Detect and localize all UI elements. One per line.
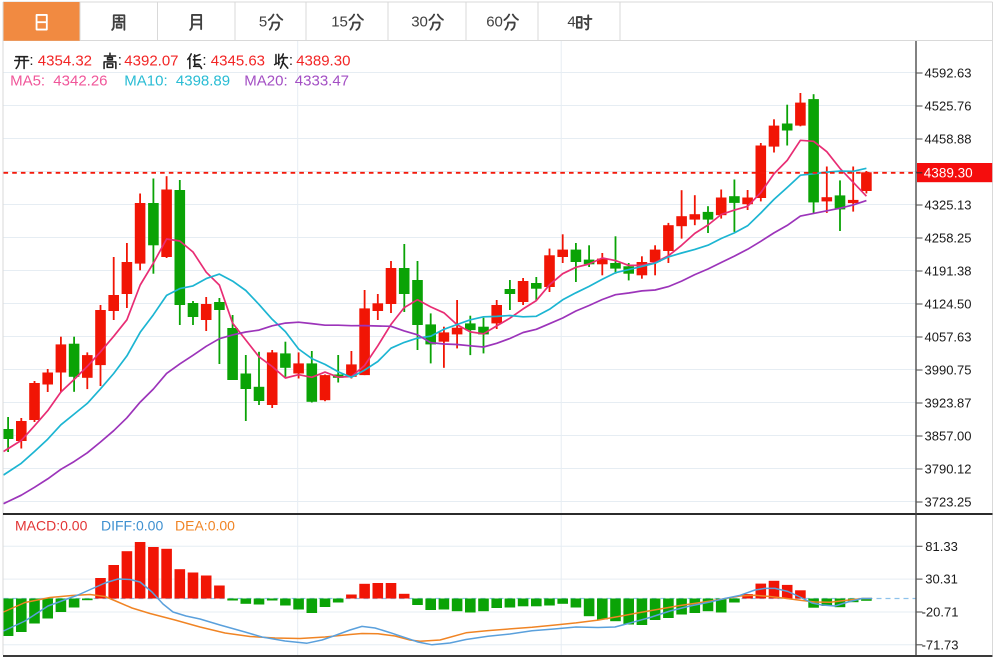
svg-text:-20.71: -20.71 — [922, 605, 959, 620]
svg-text:30.31: 30.31 — [925, 572, 958, 587]
svg-text:4354.32: 4354.32 — [38, 52, 92, 69]
svg-text:4124.50: 4124.50 — [925, 297, 972, 312]
svg-text:5: 5 — [259, 14, 267, 31]
svg-text:60: 60 — [486, 14, 503, 31]
svg-text:3790.12: 3790.12 — [925, 462, 972, 477]
svg-text:MACD:0.00: MACD:0.00 — [15, 518, 88, 534]
svg-text:MA10:: MA10: — [124, 73, 167, 90]
svg-text:MA20:: MA20: — [244, 73, 287, 90]
svg-text:3990.75: 3990.75 — [925, 363, 972, 378]
svg-text::: : — [202, 52, 206, 69]
svg-text:4345.63: 4345.63 — [211, 52, 265, 69]
svg-text:3923.87: 3923.87 — [925, 396, 972, 411]
svg-text:30: 30 — [411, 14, 428, 31]
svg-text:81.33: 81.33 — [925, 539, 958, 554]
svg-text:3857.00: 3857.00 — [925, 429, 972, 444]
svg-text::: : — [29, 52, 33, 69]
svg-text:4458.88: 4458.88 — [925, 132, 972, 147]
svg-text:4398.89: 4398.89 — [176, 73, 230, 90]
svg-text:MA5:: MA5: — [10, 73, 45, 90]
svg-text:4258.25: 4258.25 — [925, 231, 972, 246]
svg-text:4392.07: 4392.07 — [124, 52, 178, 69]
svg-text:4333.47: 4333.47 — [295, 73, 349, 90]
svg-text:4342.26: 4342.26 — [53, 73, 107, 90]
svg-text:-71.73: -71.73 — [922, 637, 959, 652]
svg-text:4191.38: 4191.38 — [925, 264, 972, 279]
svg-text:4325.13: 4325.13 — [925, 198, 972, 213]
svg-text:4057.63: 4057.63 — [925, 330, 972, 345]
svg-text:4389.30: 4389.30 — [296, 52, 350, 69]
svg-text:4: 4 — [567, 14, 575, 31]
svg-text:DIFF:0.00: DIFF:0.00 — [101, 518, 163, 534]
svg-text::: : — [118, 52, 122, 69]
svg-text:4525.76: 4525.76 — [925, 99, 972, 114]
svg-text:4592.63: 4592.63 — [925, 66, 972, 81]
svg-text:DEA:0.00: DEA:0.00 — [175, 518, 235, 534]
svg-text:15: 15 — [331, 14, 348, 31]
svg-text:3723.25: 3723.25 — [925, 495, 972, 510]
svg-text:4389.30: 4389.30 — [924, 165, 973, 180]
svg-text::: : — [289, 52, 293, 69]
